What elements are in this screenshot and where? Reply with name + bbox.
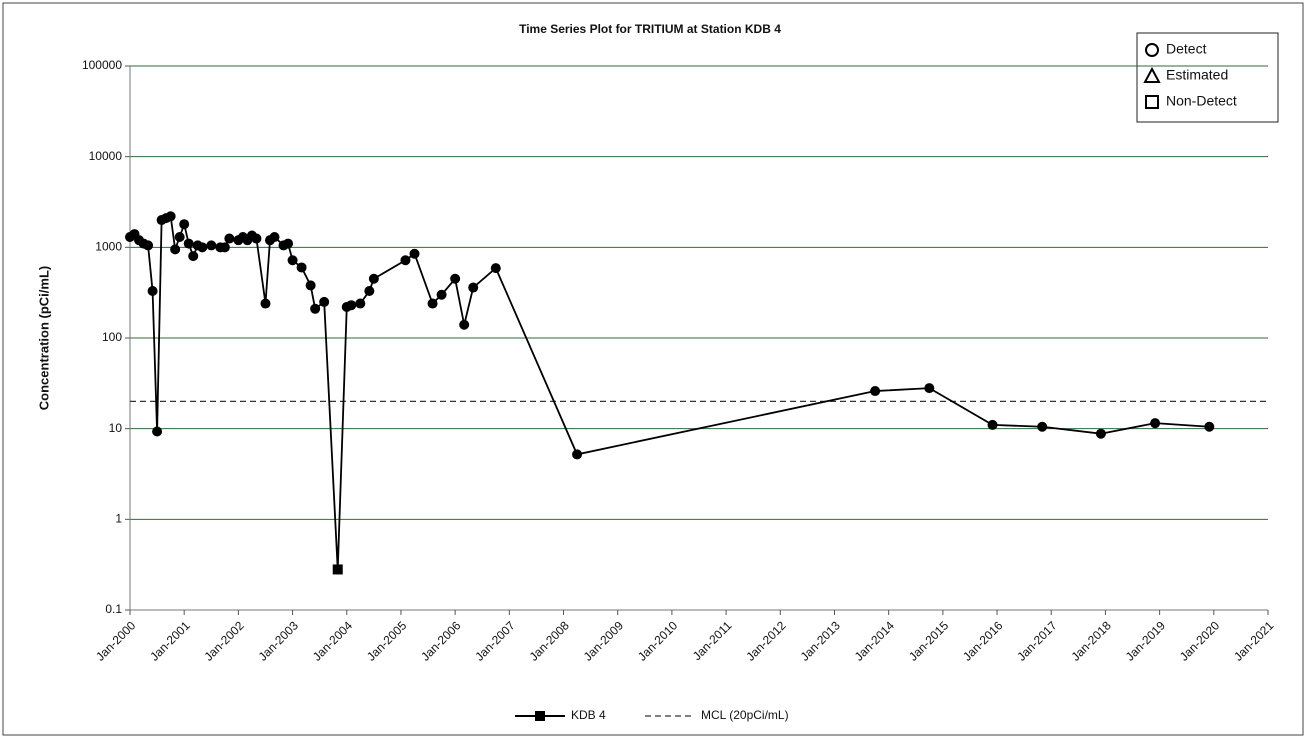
marker-detect: [269, 232, 280, 243]
key-label: Detect: [1166, 41, 1207, 57]
marker-detect: [251, 233, 262, 244]
marker-detect: [170, 244, 181, 255]
marker-non-detect: [332, 564, 343, 575]
marker-detect: [490, 263, 501, 274]
y-tick-label: 10: [109, 421, 123, 435]
marker-detect: [260, 298, 271, 309]
marker-detect: [147, 285, 158, 296]
y-tick-label: 10000: [89, 149, 123, 163]
key-symbol: [1145, 43, 1159, 57]
marker-detect: [364, 285, 375, 296]
key-label: Non-Detect: [1166, 93, 1237, 109]
marker-detect: [346, 300, 357, 311]
y-tick-label: 1000: [95, 240, 122, 254]
legend-marker: [535, 711, 545, 721]
series-line: [129, 215, 1210, 570]
legend-label: KDB 4: [571, 708, 606, 722]
marker-detect: [409, 248, 420, 259]
marker-detect: [188, 251, 199, 262]
y-axis-label: Concentration (pCi/mL): [36, 266, 51, 410]
marker-detect: [987, 419, 998, 430]
marker-detect: [224, 233, 235, 244]
marker-detect: [450, 273, 461, 284]
marker-detect: [870, 386, 881, 397]
marker-detect: [1150, 418, 1161, 429]
marker-detect: [287, 255, 298, 266]
y-tick-label: 100: [102, 330, 122, 344]
marker-detect: [296, 262, 307, 273]
marker-detect: [355, 298, 366, 309]
key-symbol: [1143, 66, 1161, 83]
marker-detect: [924, 383, 935, 394]
key-symbol: [1145, 95, 1159, 109]
marker-detect: [1037, 421, 1048, 432]
y-tick-label: 100000: [82, 58, 122, 72]
marker-detect: [400, 255, 411, 266]
marker-detect: [179, 219, 190, 230]
chart-title: Time Series Plot for TRITIUM at Station …: [519, 22, 781, 36]
key-label: Estimated: [1166, 67, 1228, 83]
symbol-key-box: [1136, 32, 1279, 123]
marker-detect: [143, 240, 154, 251]
legend-label: MCL (20pCi/mL): [701, 708, 789, 722]
marker-detect: [319, 296, 330, 307]
marker-detect: [310, 303, 321, 314]
marker-detect: [572, 449, 583, 460]
marker-detect: [283, 238, 294, 249]
y-tick-label: 0.1: [105, 602, 122, 616]
marker-detect: [152, 426, 163, 437]
marker-detect: [174, 232, 185, 243]
marker-detect: [206, 240, 217, 251]
marker-detect: [1095, 428, 1106, 439]
marker-detect: [219, 242, 230, 253]
marker-detect: [305, 280, 316, 291]
marker-detect: [436, 289, 447, 300]
marker-detect: [197, 242, 208, 253]
marker-detect: [165, 211, 176, 222]
marker-detect: [183, 238, 194, 249]
y-tick-label: 1: [115, 512, 122, 526]
marker-detect: [368, 273, 379, 284]
marker-detect: [468, 282, 479, 293]
marker-detect: [459, 319, 470, 330]
marker-detect: [1204, 421, 1215, 432]
marker-detect: [427, 298, 438, 309]
